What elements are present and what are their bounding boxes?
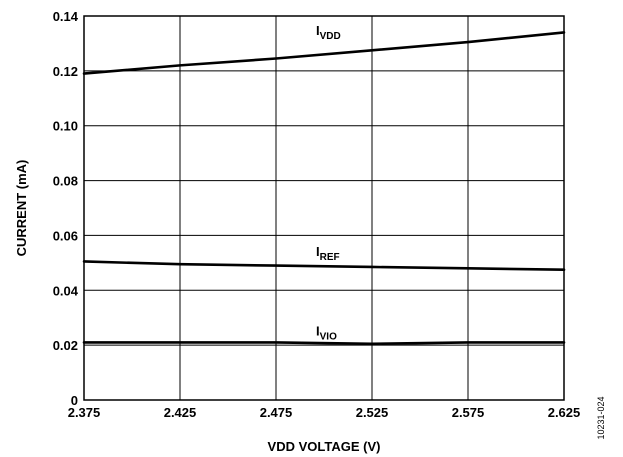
series-line-ivdd xyxy=(82,31,566,75)
x-tick-label: 2.525 xyxy=(356,405,389,420)
y-tick-label: 0.10 xyxy=(53,119,78,134)
y-tick-label: 0.08 xyxy=(53,174,78,189)
series-label-ivio: IVIO xyxy=(316,324,337,343)
y-tick-labels: 0 0.02 0.04 0.06 0.08 0.10 0.12 0.14 xyxy=(53,9,79,408)
x-axis-title: VDD VOLTAGE (V) xyxy=(268,439,381,454)
y-tick-label: 0.02 xyxy=(53,338,78,353)
series-line-iref xyxy=(82,260,566,272)
x-tick-label: 2.625 xyxy=(548,405,581,420)
y-tick-label: 0.12 xyxy=(53,64,78,79)
x-tick-label: 2.475 xyxy=(260,405,293,420)
plot-frame xyxy=(83,15,565,401)
x-tick-label: 2.375 xyxy=(68,405,101,420)
x-tick-label: 2.425 xyxy=(164,405,197,420)
series-line-ivio xyxy=(82,341,566,346)
y-axis-title: CURRENT (mA) xyxy=(14,160,29,257)
y-tick-label: 0 xyxy=(71,393,78,408)
x-tick-labels: 2.375 2.425 2.475 2.525 2.575 2.625 xyxy=(68,405,581,420)
series-labels: IVDD IREF IVIO xyxy=(316,23,341,342)
figure-id: 10231-024 xyxy=(596,396,606,439)
series-label-ivdd: IVDD xyxy=(316,23,341,42)
y-tick-label: 0.14 xyxy=(53,9,79,24)
series-label-iref: IREF xyxy=(316,244,340,263)
y-tick-label: 0.04 xyxy=(53,283,79,298)
series-lines xyxy=(82,31,566,346)
x-tick-label: 2.575 xyxy=(452,405,485,420)
y-tick-label: 0.06 xyxy=(53,228,78,243)
